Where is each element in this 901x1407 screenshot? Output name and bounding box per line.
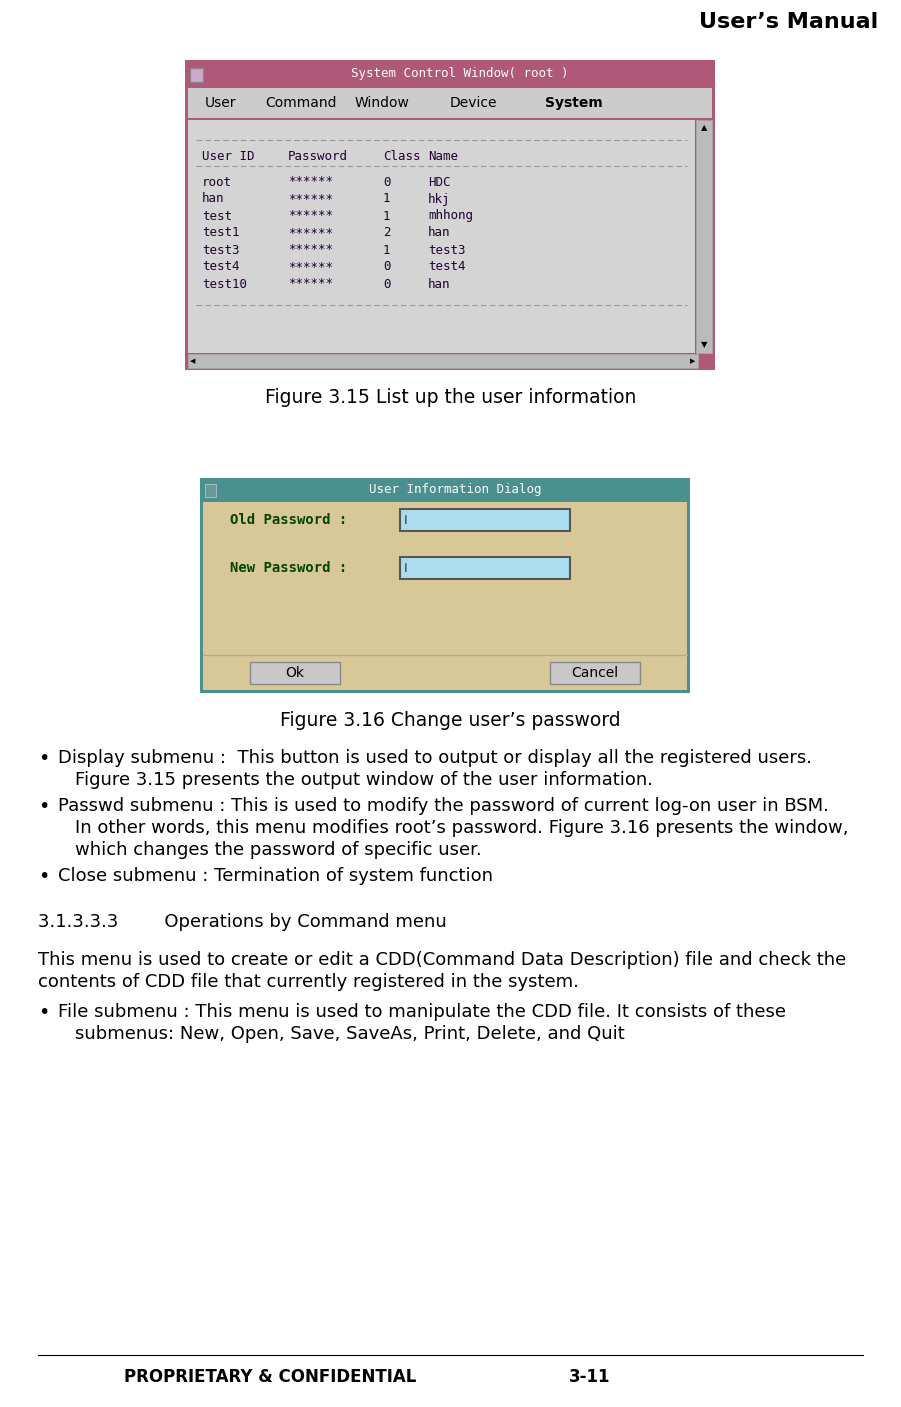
Bar (188, 355, 698, 369)
Text: System Control Window( root ): System Control Window( root ) (351, 68, 569, 80)
Text: root: root (202, 176, 232, 189)
Text: ******: ****** (288, 227, 333, 239)
Bar (185, 61, 715, 370)
Text: Close submenu : Termination of system function: Close submenu : Termination of system fu… (58, 867, 493, 885)
Text: Passwd submenu : This is used to modify the password of current log-on user in B: Passwd submenu : This is used to modify … (58, 796, 829, 815)
Text: test3: test3 (428, 243, 466, 256)
Text: 0: 0 (383, 176, 390, 189)
Bar (190, 68, 203, 82)
Text: I: I (404, 514, 407, 526)
Text: User Information Dialog: User Information Dialog (369, 484, 542, 497)
Text: 1: 1 (383, 210, 390, 222)
Text: 1: 1 (383, 243, 390, 256)
Text: Display submenu :  This button is used to output or display all the registered u: Display submenu : This button is used to… (58, 749, 812, 767)
Bar (200, 478, 690, 694)
Text: test4: test4 (202, 260, 240, 273)
Text: Old Password :: Old Password : (230, 514, 347, 528)
Text: 3.1.3.3.3        Operations by Command menu: 3.1.3.3.3 Operations by Command menu (38, 913, 447, 931)
Text: New Password :: New Password : (230, 561, 347, 575)
Text: Figure 3.16 Change user’s password: Figure 3.16 Change user’s password (280, 711, 621, 730)
Text: •: • (38, 1003, 50, 1021)
Text: I: I (404, 561, 407, 574)
Bar (203, 480, 687, 499)
Bar (203, 502, 687, 689)
Text: •: • (38, 867, 50, 886)
Text: Command: Command (265, 96, 336, 110)
Text: Password: Password (288, 149, 348, 162)
Text: Ok: Ok (286, 666, 305, 680)
Text: ▶: ▶ (690, 357, 696, 364)
Text: hkj: hkj (428, 193, 450, 205)
Text: Name: Name (428, 149, 458, 162)
Bar (205, 484, 216, 497)
Text: ******: ****** (288, 210, 333, 222)
Text: test10: test10 (202, 277, 247, 290)
Text: ******: ****** (288, 243, 333, 256)
Text: mhhong: mhhong (428, 210, 473, 222)
Bar (188, 120, 695, 353)
Text: ******: ****** (288, 277, 333, 290)
Bar (550, 663, 640, 684)
Text: Class: Class (383, 149, 421, 162)
Text: test: test (202, 210, 232, 222)
Text: which changes the password of specific user.: which changes the password of specific u… (75, 841, 482, 860)
Text: 3-11: 3-11 (569, 1368, 611, 1386)
Bar (188, 62, 712, 86)
Text: contents of CDD file that currently registered in the system.: contents of CDD file that currently regi… (38, 974, 578, 991)
Text: Figure 3.15 presents the output window of the user information.: Figure 3.15 presents the output window o… (75, 771, 653, 789)
Text: test4: test4 (428, 260, 466, 273)
Text: ******: ****** (288, 176, 333, 189)
Text: User’s Manual: User’s Manual (699, 13, 878, 32)
Bar (400, 509, 570, 530)
Text: ▼: ▼ (701, 340, 707, 349)
Text: Cancel: Cancel (571, 666, 619, 680)
Bar (188, 89, 712, 118)
Text: test1: test1 (202, 227, 240, 239)
Text: ◀: ◀ (190, 357, 196, 364)
Text: HDC: HDC (428, 176, 450, 189)
Text: In other words, this menu modifies root’s password. Figure 3.16 presents the win: In other words, this menu modifies root’… (75, 819, 849, 837)
Text: ******: ****** (288, 260, 333, 273)
Text: File submenu : This menu is used to manipulate the CDD file. It consists of thes: File submenu : This menu is used to mani… (58, 1003, 786, 1021)
Text: Device: Device (450, 96, 497, 110)
Text: User: User (205, 96, 236, 110)
Text: 1: 1 (383, 193, 390, 205)
Text: Window: Window (355, 96, 410, 110)
Text: System: System (545, 96, 603, 110)
Text: han: han (202, 193, 224, 205)
Text: User ID: User ID (202, 149, 254, 162)
Bar (250, 663, 340, 684)
Bar (400, 557, 570, 580)
Text: ▲: ▲ (701, 124, 707, 132)
Text: Figure 3.15 List up the user information: Figure 3.15 List up the user information (265, 388, 636, 407)
Text: •: • (38, 796, 50, 816)
Text: han: han (428, 227, 450, 239)
Text: test3: test3 (202, 243, 240, 256)
Text: PROPRIETARY & CONFIDENTIAL: PROPRIETARY & CONFIDENTIAL (123, 1368, 416, 1386)
Text: 2: 2 (383, 227, 390, 239)
Text: This menu is used to create or edit a CDD(Command Data Description) file and che: This menu is used to create or edit a CD… (38, 951, 846, 969)
Text: 0: 0 (383, 277, 390, 290)
Text: han: han (428, 277, 450, 290)
Text: submenus: New, Open, Save, SaveAs, Print, Delete, and Quit: submenus: New, Open, Save, SaveAs, Print… (75, 1026, 624, 1043)
Text: 0: 0 (383, 260, 390, 273)
Text: ******: ****** (288, 193, 333, 205)
Bar (696, 120, 712, 353)
Text: •: • (38, 749, 50, 768)
